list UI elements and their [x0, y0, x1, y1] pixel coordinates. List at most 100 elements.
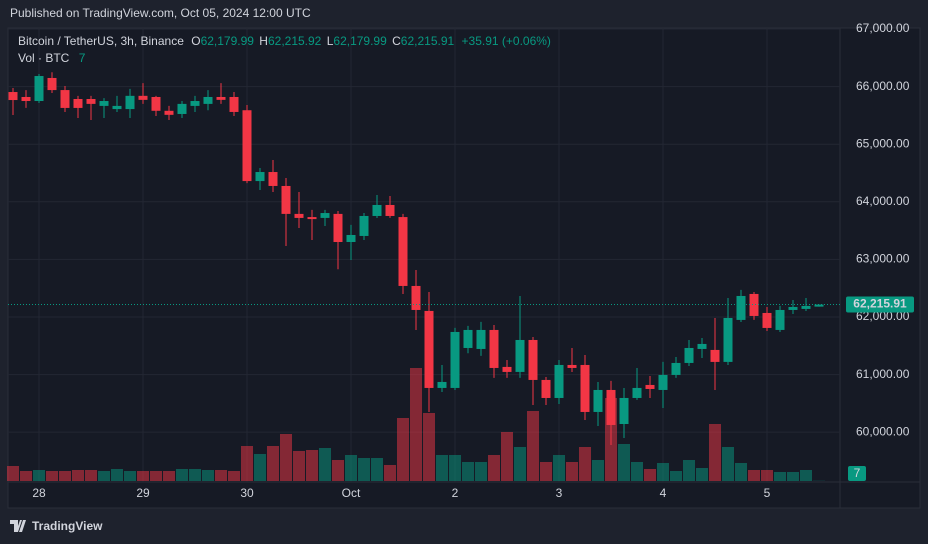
candle-body	[190, 101, 200, 106]
symbol-title: Bitcoin / TetherUS, 3h, Binance	[18, 34, 184, 48]
candle-body	[203, 96, 213, 104]
volume-bar	[566, 462, 578, 481]
volume-bar	[215, 470, 227, 481]
volume-bar	[319, 448, 331, 481]
candle-body	[294, 213, 304, 218]
candle-body	[229, 96, 239, 112]
l-value: 62,179.99	[333, 34, 387, 48]
volume-bar	[59, 471, 71, 481]
candle-body	[554, 364, 564, 398]
candle-body	[398, 217, 408, 286]
candle-body	[684, 347, 694, 363]
candle-body	[255, 172, 265, 182]
volume-bar	[72, 470, 84, 481]
volume-last-box	[848, 466, 866, 481]
volume-bar	[7, 466, 19, 481]
x-tick-label: Oct	[342, 486, 361, 500]
candle-body	[424, 310, 434, 388]
volume-bar	[735, 463, 747, 481]
volume-bar	[254, 454, 266, 481]
volume-bar	[423, 413, 435, 481]
volume-bar	[579, 447, 591, 481]
volume-last: 7	[79, 51, 86, 65]
volume-bar	[33, 470, 45, 481]
candle-body	[645, 384, 655, 389]
volume-bar	[748, 470, 760, 481]
candle-body	[710, 349, 720, 362]
volume-bar	[787, 472, 799, 481]
h-value: 62,215.92	[268, 34, 322, 48]
volume-bar	[800, 470, 812, 481]
last-price-box	[846, 296, 914, 313]
candle-body	[346, 234, 356, 243]
volume-bar	[293, 451, 305, 481]
volume-bar	[410, 368, 422, 481]
volume-bar	[618, 444, 630, 481]
volume-bar	[163, 471, 175, 481]
x-tick-label: 29	[136, 486, 150, 500]
volume-bar	[241, 446, 253, 481]
candle-body	[489, 329, 499, 368]
volume-bar	[709, 424, 721, 481]
volume-bar	[631, 462, 643, 481]
candle-body	[450, 331, 460, 388]
candle-body	[164, 110, 174, 115]
candle-body	[736, 295, 746, 320]
candle-body	[528, 339, 538, 380]
candle-body	[86, 98, 96, 104]
candle-body	[320, 213, 330, 218]
volume-bar	[657, 463, 669, 481]
candle-body	[723, 317, 733, 362]
volume-bar	[514, 447, 526, 481]
chart-pane	[7, 27, 921, 509]
c-label: C	[392, 34, 401, 48]
l-label: L	[327, 34, 334, 48]
volume-bar	[761, 470, 773, 481]
volume-bar	[462, 462, 474, 481]
volume-bar	[85, 470, 97, 481]
candle-body	[593, 389, 603, 412]
volume-bar	[371, 458, 383, 481]
candle-body	[21, 96, 31, 102]
volume-bar	[553, 455, 565, 481]
candle-body	[307, 217, 317, 220]
candle-body	[268, 172, 278, 186]
volume-bar	[20, 471, 32, 481]
candle-body	[216, 96, 226, 100]
volume-bar	[722, 447, 734, 481]
x-tick-label: 30	[240, 486, 254, 500]
volume-bars	[7, 368, 825, 481]
volume-title: Vol · BTC	[18, 51, 70, 65]
volume-bar	[397, 418, 409, 481]
o-label: O	[191, 34, 200, 48]
y-tick-label: 65,000.00	[856, 136, 910, 150]
published-note: Published on TradingView.com, Oct 05, 20…	[10, 6, 311, 20]
candle-body	[60, 90, 70, 108]
candle-body	[437, 381, 447, 388]
candle-body	[502, 366, 512, 372]
x-tick-label: 2	[452, 486, 459, 500]
volume-bar	[449, 455, 461, 481]
y-tick-label: 61,000.00	[856, 367, 910, 381]
candle-body	[73, 98, 83, 108]
candle-body	[372, 204, 382, 216]
volume-bar	[306, 450, 318, 481]
volume-bar	[137, 471, 149, 481]
candle-body	[112, 105, 122, 110]
volume-bar	[111, 469, 123, 481]
volume-bar	[774, 472, 786, 481]
volume-bar	[475, 462, 487, 481]
candle-body	[775, 309, 785, 330]
candle-body	[177, 103, 187, 114]
candle-body	[47, 77, 57, 91]
x-tick-label: 5	[764, 486, 771, 500]
x-tick-label: 3	[556, 486, 563, 500]
volume-bar	[176, 469, 188, 481]
candle-body	[411, 285, 421, 310]
candle-body	[619, 397, 629, 425]
candle-body	[658, 374, 668, 390]
candle-body	[515, 339, 525, 372]
candle-body	[580, 364, 590, 412]
